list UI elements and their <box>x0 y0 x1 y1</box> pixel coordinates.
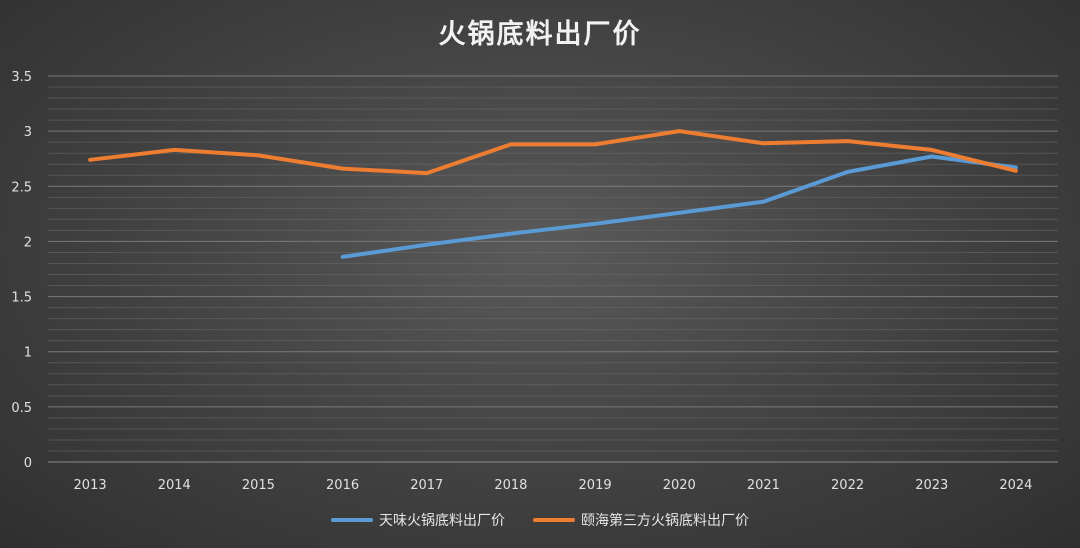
y-tick-label: 1.5 <box>11 291 32 306</box>
legend-label: 颐海第三方火锅底料出厂价 <box>581 513 749 529</box>
y-tick-label: 2 <box>24 235 32 250</box>
y-tick-label: 0.5 <box>11 401 32 416</box>
x-tick-label: 2021 <box>747 478 780 493</box>
x-tick-label: 2018 <box>494 478 527 493</box>
legend-swatch <box>331 518 373 522</box>
chart-title: 火锅底料出厂价 <box>438 19 642 50</box>
x-tick-label: 2014 <box>158 478 191 493</box>
y-tick-label: 3.5 <box>11 70 32 85</box>
x-tick-label: 2023 <box>915 478 948 493</box>
y-tick-label: 2.5 <box>11 180 32 195</box>
y-tick-label: 0 <box>24 456 32 471</box>
x-tick-label: 2015 <box>242 478 275 493</box>
x-tick-label: 2017 <box>410 478 443 493</box>
y-tick-label: 3 <box>24 125 32 140</box>
y-tick-label: 1 <box>24 346 32 361</box>
x-tick-label: 2019 <box>579 478 612 493</box>
x-tick-label: 2024 <box>999 478 1032 493</box>
x-tick-label: 2013 <box>74 478 107 493</box>
x-tick-label: 2022 <box>831 478 864 493</box>
chart-legend: 天味火锅底料出厂价 颐海第三方火锅底料出厂价 <box>0 510 1080 530</box>
legend-swatch <box>533 518 575 522</box>
legend-item-1: 天味火锅底料出厂价 <box>331 510 505 530</box>
x-tick-label: 2020 <box>663 478 696 493</box>
series-line-1 <box>340 154 1018 259</box>
legend-item-2: 颐海第三方火锅底料出厂价 <box>533 510 749 530</box>
legend-label: 天味火锅底料出厂价 <box>379 513 505 529</box>
series-line-2 <box>88 129 1018 176</box>
x-tick-label: 2016 <box>326 478 359 493</box>
